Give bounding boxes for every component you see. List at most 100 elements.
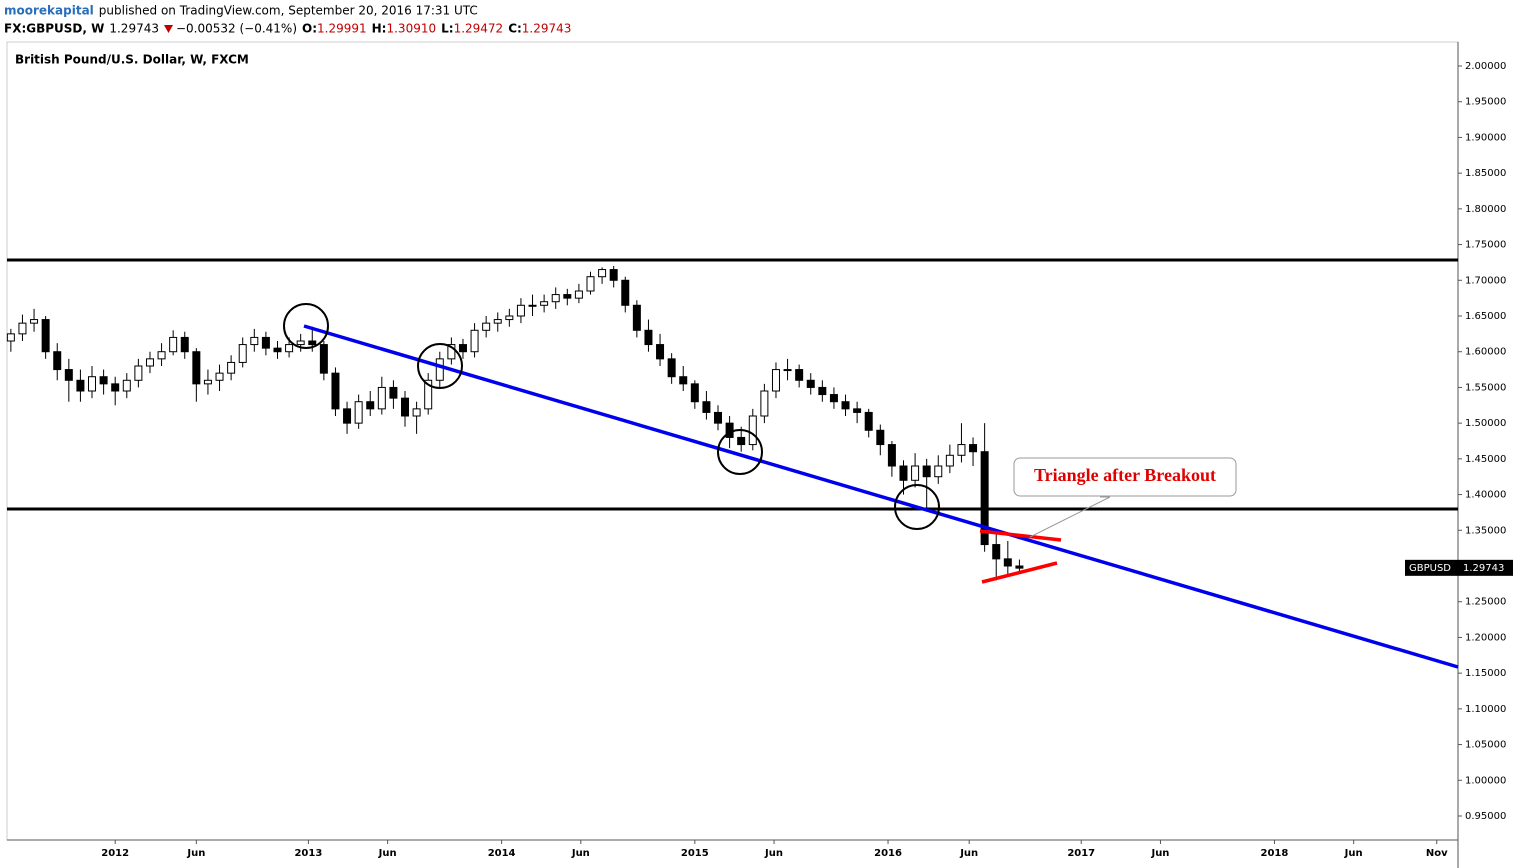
chart-title: British Pound/U.S. Dollar, W, FXCM	[15, 53, 249, 67]
candle-body	[180, 336, 189, 353]
candle-body	[934, 465, 943, 478]
y-tick-label: 1.15000	[1465, 668, 1506, 679]
candle-body	[493, 319, 502, 324]
x-tick-label: Jun	[959, 848, 978, 859]
trend-line	[303, 324, 1459, 669]
header-text: 1.30910	[386, 22, 436, 36]
y-tick-label: 1.45000	[1465, 454, 1506, 465]
candle-body	[6, 333, 15, 342]
x-tick-label: Jun	[1344, 848, 1363, 859]
header-text: 1.29472	[454, 22, 504, 36]
candle-body	[250, 336, 259, 346]
symbol-line: FX:GBPUSD, W 1.29743 −0.00532 (−0.41%) O: 1.…	[4, 22, 571, 36]
candle-body	[366, 401, 375, 410]
annotation-box	[1013, 457, 1237, 497]
candle-body	[586, 276, 595, 292]
y-tick-label: 1.35000	[1465, 525, 1506, 536]
candle-body	[169, 336, 178, 353]
candle-body	[99, 376, 108, 385]
author[interactable]: moorekapital	[4, 4, 94, 18]
candle-body	[748, 415, 757, 446]
x-tick-label: Jun	[378, 848, 397, 859]
y-tick-label: 1.65000	[1465, 311, 1506, 322]
header-text: L:	[441, 22, 453, 36]
candle-body	[945, 454, 954, 467]
x-tick-label: Jun	[571, 848, 590, 859]
x-tick-label: Jun	[1150, 848, 1169, 859]
x-tick-label: 2016	[874, 848, 902, 859]
x-tick-label: 2014	[488, 848, 516, 859]
candle-body	[922, 465, 931, 478]
candle-body	[540, 301, 549, 306]
x-tick-label: Nov	[1426, 848, 1448, 859]
candle-body	[551, 294, 560, 303]
candle-body	[679, 376, 688, 385]
candle-body	[1003, 558, 1012, 567]
candle-body	[980, 451, 989, 546]
candles	[6, 266, 1024, 581]
circle	[894, 484, 940, 530]
y-tick-label: 1.40000	[1465, 490, 1506, 501]
candle-body	[401, 397, 410, 417]
candle-body	[285, 344, 294, 353]
candle-body	[18, 322, 27, 335]
header-text: C:	[508, 22, 522, 36]
candle-body	[447, 344, 456, 360]
candle-body	[887, 444, 896, 467]
candle-body	[157, 351, 166, 360]
y-tick-label: 1.20000	[1465, 632, 1506, 643]
candle-body	[829, 394, 838, 403]
candle-body	[296, 340, 305, 346]
candle-body	[319, 344, 328, 374]
price-label-symbol: GBPUSD	[1409, 563, 1451, 574]
candle-body	[134, 365, 143, 381]
header-text: O:	[302, 22, 317, 36]
y-tick-label: 1.95000	[1465, 97, 1506, 108]
candle-body	[818, 386, 827, 396]
y-tick-label: 1.70000	[1465, 275, 1506, 286]
candle-body	[238, 344, 247, 363]
candle-body	[853, 408, 862, 413]
down-arrow	[163, 25, 173, 33]
candle-body	[343, 408, 352, 424]
candle-body	[911, 465, 920, 481]
candle-body	[41, 319, 50, 353]
candle-body	[389, 386, 398, 399]
candle-body	[690, 383, 699, 403]
candle-body	[574, 290, 583, 299]
candle-body	[992, 544, 1001, 560]
candle-body	[771, 369, 780, 392]
candle-body	[261, 336, 270, 349]
header-text: 1.29743	[109, 22, 159, 36]
y-tick-label: 1.05000	[1465, 740, 1506, 751]
circle	[717, 429, 763, 475]
candle-body	[505, 315, 514, 321]
circles	[283, 303, 940, 530]
candle-body	[64, 369, 73, 381]
candle-body	[714, 411, 723, 424]
candle-body	[760, 390, 769, 417]
candle-body	[563, 294, 572, 299]
candle-body	[656, 344, 665, 360]
candle-body	[424, 379, 433, 410]
candle-body	[88, 376, 97, 392]
y-tick-label: 1.90000	[1465, 132, 1506, 143]
x-tick-label: 2017	[1067, 848, 1095, 859]
candle-body	[864, 411, 873, 431]
candle-body	[1015, 565, 1024, 569]
header-text: H:	[372, 22, 387, 36]
candle-body	[76, 379, 85, 392]
ticks: 0.95000 1.00000 1.05000 1.10000 1.15000 1.200…	[101, 61, 1513, 859]
header-text: −0.00532 (−0.41%)	[176, 22, 297, 36]
price-label-value: 1.29743	[1463, 563, 1504, 574]
header-text: 1.29991	[317, 22, 367, 36]
y-tick-label: 1.25000	[1465, 597, 1506, 608]
candle-body	[806, 379, 815, 388]
candle-body	[516, 304, 525, 317]
x-tick-label: Jun	[764, 848, 783, 859]
candle-body	[354, 401, 363, 424]
header-text: FX:GBPUSD, W	[4, 22, 104, 36]
circle	[283, 303, 329, 349]
